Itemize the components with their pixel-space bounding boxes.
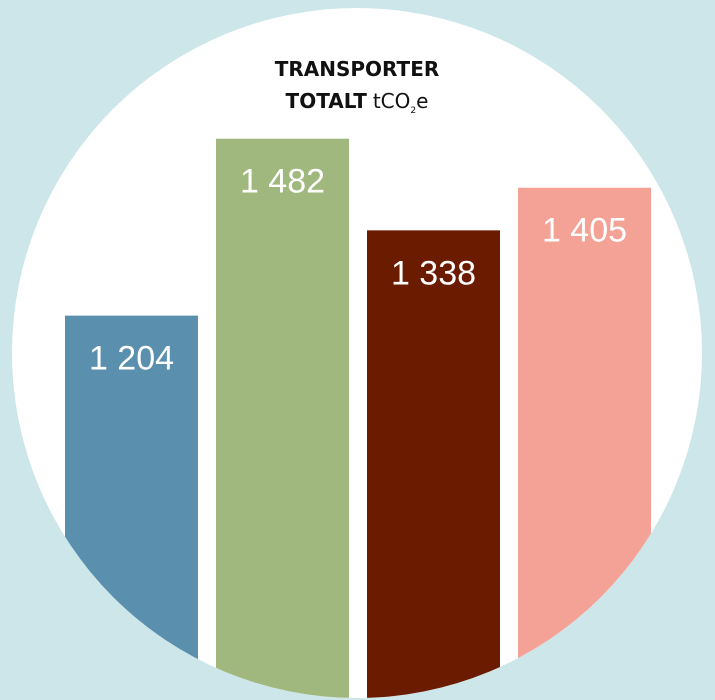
bar [367, 230, 500, 698]
chart-title-line2: TOTALT tCO2e [286, 89, 429, 116]
title-part: TOTALT [286, 89, 368, 113]
chart-title: TRANSPORTER [275, 57, 440, 81]
bar [216, 138, 349, 698]
unit-sub: 2 [410, 106, 416, 116]
labels: 1 204 1 482 1 338 1 405 [89, 163, 627, 378]
value-label: 1 482 [240, 163, 325, 201]
unit-end: e [416, 89, 428, 113]
value-label: 1 405 [542, 212, 627, 250]
unit: tCO [373, 89, 411, 113]
value-label: 1 338 [391, 254, 476, 292]
value-label: 1 204 [89, 340, 174, 378]
